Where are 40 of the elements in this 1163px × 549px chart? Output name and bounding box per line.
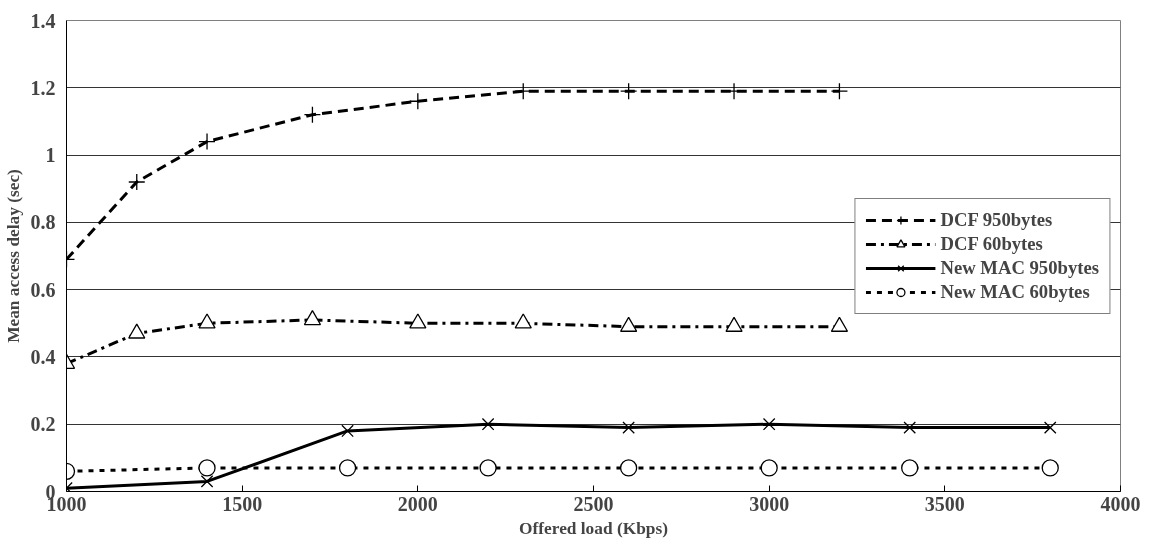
y-tick-label: 0.8 bbox=[30, 211, 56, 234]
y-axis-title: Mean access delay (sec) bbox=[3, 168, 23, 343]
point bbox=[338, 459, 357, 477]
x-axis-title: Offered load (Kbps) bbox=[519, 518, 669, 538]
point bbox=[481, 417, 495, 431]
legend-label: New MAC 60bytes bbox=[940, 280, 1090, 303]
point bbox=[1041, 459, 1059, 477]
legend-label: DCF 60bytes bbox=[940, 232, 1043, 255]
point bbox=[198, 459, 216, 477]
point bbox=[198, 132, 216, 151]
point bbox=[622, 421, 635, 434]
x-tick-label: 1500 bbox=[222, 492, 263, 515]
point bbox=[903, 421, 917, 434]
point bbox=[619, 82, 638, 100]
point bbox=[1043, 421, 1057, 434]
point bbox=[409, 92, 427, 110]
legend-label: DCF 950bytes bbox=[940, 208, 1053, 231]
y-tick-label: 1 bbox=[45, 144, 56, 167]
point bbox=[341, 424, 354, 438]
x-tick-label: 3500 bbox=[924, 492, 965, 515]
point bbox=[479, 459, 497, 477]
point bbox=[760, 459, 778, 477]
point bbox=[830, 82, 849, 100]
x-tick-label: 2500 bbox=[573, 492, 614, 515]
y-tick-label: 0.6 bbox=[30, 278, 56, 301]
legend-label: New MAC 950bytes bbox=[940, 256, 1099, 279]
y-tick-label: 0.2 bbox=[30, 413, 56, 436]
x-tick-label: 4000 bbox=[1100, 492, 1141, 515]
x-tick-label: 2000 bbox=[397, 492, 438, 515]
y-tick-label: 0.4 bbox=[30, 345, 56, 368]
y-tick-label: 1.2 bbox=[30, 76, 56, 99]
point bbox=[128, 173, 146, 191]
x-tick-label: 3000 bbox=[749, 492, 790, 515]
point bbox=[901, 459, 919, 477]
point bbox=[303, 106, 322, 124]
y-tick-label: 1.4 bbox=[30, 9, 56, 32]
point bbox=[303, 310, 322, 326]
point bbox=[619, 459, 638, 477]
point bbox=[200, 475, 214, 488]
point bbox=[762, 417, 776, 431]
